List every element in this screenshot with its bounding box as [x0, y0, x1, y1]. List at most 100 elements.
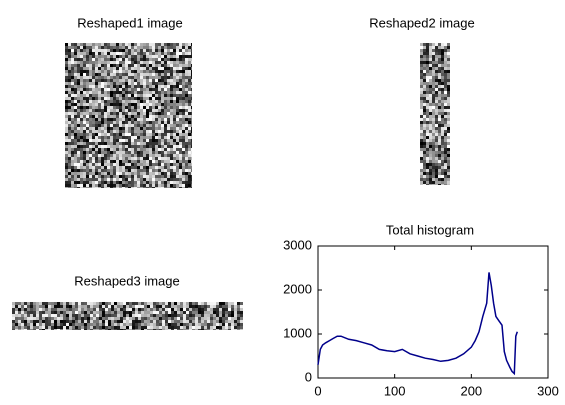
- image-pixel: [57, 317, 60, 320]
- image-pixel: [152, 145, 155, 148]
- image-pixel: [185, 91, 188, 94]
- image-pixel: [210, 314, 213, 317]
- image-pixel: [65, 142, 68, 145]
- image-pixel: [173, 55, 176, 58]
- image-pixel: [149, 52, 152, 55]
- image-pixel: [116, 163, 119, 166]
- image-pixel: [435, 169, 438, 172]
- image-pixel: [95, 70, 98, 73]
- image-pixel: [164, 178, 167, 181]
- image-pixel: [98, 166, 101, 169]
- image-pixel: [140, 52, 143, 55]
- image-pixel: [80, 133, 83, 136]
- image-pixel: [86, 166, 89, 169]
- image-pixel: [432, 178, 435, 181]
- image-pixel: [80, 88, 83, 91]
- image-pixel: [438, 133, 441, 136]
- image-pixel: [155, 151, 158, 154]
- image-pixel: [89, 64, 92, 67]
- image-pixel: [188, 49, 191, 52]
- image-pixel: [72, 302, 75, 305]
- image-pixel: [21, 305, 24, 308]
- image-pixel: [225, 305, 228, 308]
- image-pixel: [222, 323, 225, 326]
- image-pixel: [74, 163, 77, 166]
- image-pixel: [77, 187, 80, 188]
- image-pixel: [116, 58, 119, 61]
- image-pixel: [104, 73, 107, 76]
- image-pixel: [113, 58, 116, 61]
- image-pixel: [122, 115, 125, 118]
- image-pixel: [123, 329, 126, 330]
- image-pixel: [158, 157, 161, 160]
- image-pixel: [113, 82, 116, 85]
- image-pixel: [423, 55, 426, 58]
- image-pixel: [95, 55, 98, 58]
- image-pixel: [213, 317, 216, 320]
- image-pixel: [438, 91, 441, 94]
- image-pixel: [158, 169, 161, 172]
- image-pixel: [89, 121, 92, 124]
- image-pixel: [426, 58, 429, 61]
- image-pixel: [39, 329, 42, 330]
- image-pixel: [86, 46, 89, 49]
- image-pixel: [423, 118, 426, 121]
- image-pixel: [92, 76, 95, 79]
- image-pixel: [80, 175, 83, 178]
- image-pixel: [435, 178, 438, 181]
- image-pixel: [423, 52, 426, 55]
- image-pixel: [423, 73, 426, 76]
- image-pixel: [113, 130, 116, 133]
- image-pixel: [77, 88, 80, 91]
- image-pixel: [152, 133, 155, 136]
- image-pixel: [173, 73, 176, 76]
- image-pixel: [185, 67, 188, 70]
- image-pixel: [140, 148, 143, 151]
- image-pixel: [155, 181, 158, 184]
- image-pixel: [444, 64, 447, 67]
- image-pixel: [125, 133, 128, 136]
- image-pixel: [110, 97, 113, 100]
- image-pixel: [116, 160, 119, 163]
- image-pixel: [104, 145, 107, 148]
- image-pixel: [96, 314, 99, 317]
- image-pixel: [429, 133, 432, 136]
- image-pixel: [152, 79, 155, 82]
- image-pixel: [134, 100, 137, 103]
- image-pixel: [174, 302, 177, 305]
- image-pixel: [132, 320, 135, 323]
- image-pixel: [188, 52, 191, 55]
- image-pixel: [447, 58, 450, 61]
- image-pixel: [155, 118, 158, 121]
- image-pixel: [155, 109, 158, 112]
- image-pixel: [182, 43, 185, 46]
- image-pixel: [423, 178, 426, 181]
- image-pixel: [234, 323, 237, 326]
- image-pixel: [60, 317, 63, 320]
- image-pixel: [95, 160, 98, 163]
- image-pixel: [167, 73, 170, 76]
- image-pixel: [92, 166, 95, 169]
- image-pixel: [447, 160, 450, 163]
- image-pixel: [420, 127, 423, 130]
- image-pixel: [182, 184, 185, 187]
- image-pixel: [176, 181, 179, 184]
- image-pixel: [435, 100, 438, 103]
- image-pixel: [122, 136, 125, 139]
- image-pixel: [71, 139, 74, 142]
- image-pixel: [426, 55, 429, 58]
- image-pixel: [234, 317, 237, 320]
- image-pixel: [74, 136, 77, 139]
- image-pixel: [15, 323, 18, 326]
- image-pixel: [156, 317, 159, 320]
- image-pixel: [72, 311, 75, 314]
- image-pixel: [146, 121, 149, 124]
- image-pixel: [161, 91, 164, 94]
- image-pixel: [152, 43, 155, 46]
- image-pixel: [426, 157, 429, 160]
- image-pixel: [80, 136, 83, 139]
- image-pixel: [87, 320, 90, 323]
- image-pixel: [137, 58, 140, 61]
- image-pixel: [140, 115, 143, 118]
- image-pixel: [435, 85, 438, 88]
